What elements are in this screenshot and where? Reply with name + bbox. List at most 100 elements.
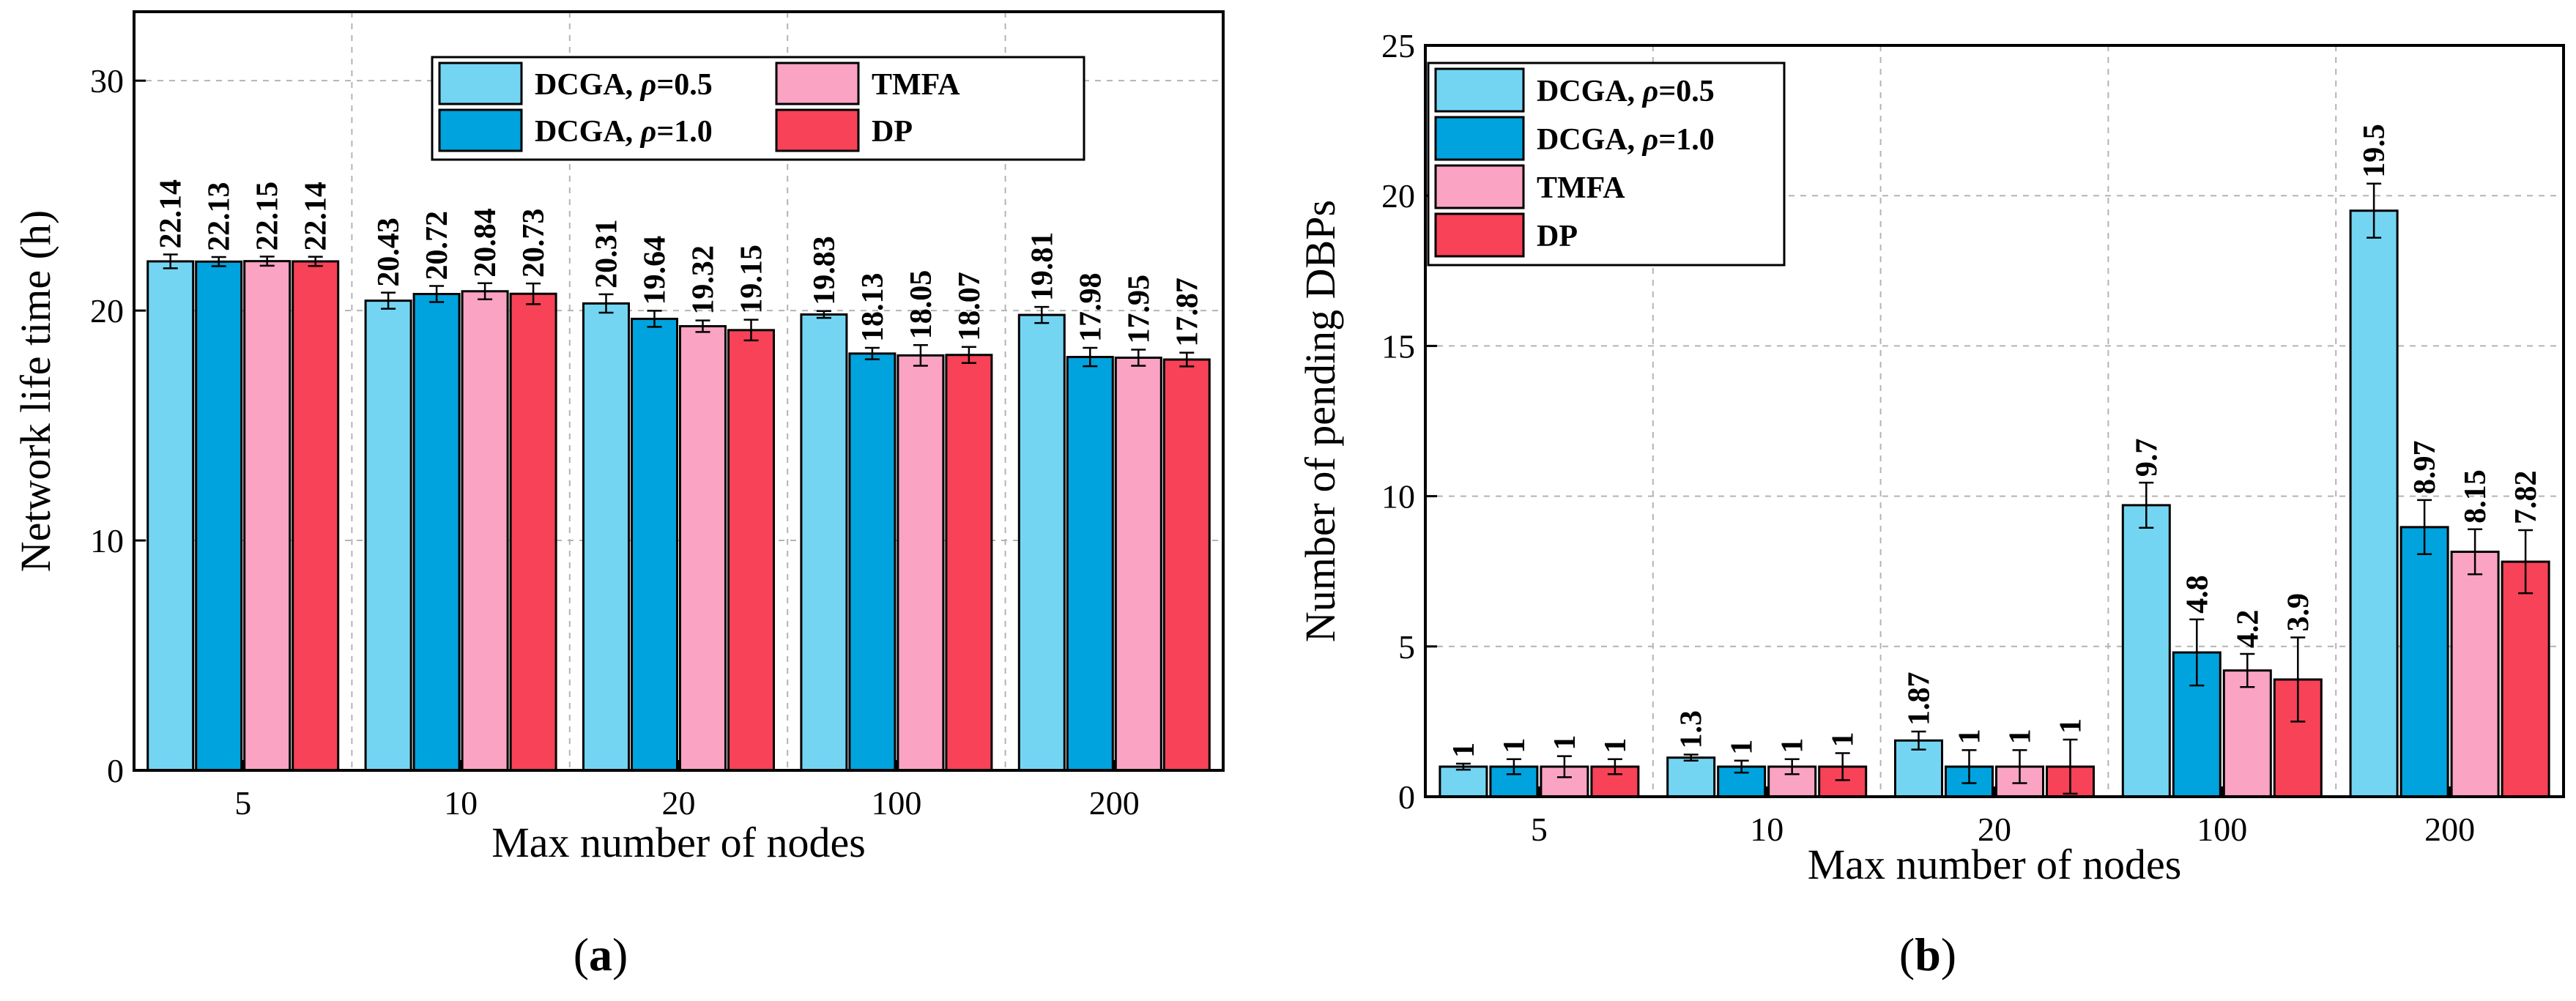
bar (2222, 669, 2272, 798)
legend-box (431, 56, 1085, 161)
x-tick-label: 20 (662, 784, 696, 822)
data-label: 8.97 (2408, 440, 2442, 494)
data-label: 4.2 (2231, 610, 2265, 649)
bar (243, 260, 292, 772)
data-label: 20.43 (372, 217, 406, 287)
bar (2501, 560, 2550, 798)
x-tick-label: 10 (444, 784, 478, 822)
data-label: 19.83 (808, 236, 842, 305)
data-label: 1 (1498, 738, 1532, 753)
data-label: 20.73 (517, 209, 551, 278)
data-label: 9.7 (2130, 439, 2164, 477)
data-label: 1 (1447, 743, 1481, 758)
y-tick-label: 20 (90, 292, 124, 330)
data-label: 4.8 (2180, 575, 2214, 614)
bar (509, 292, 557, 772)
bar (146, 260, 195, 772)
bar (1017, 313, 1066, 772)
x-tick-label: 200 (2424, 811, 2475, 848)
legend: DCGA, ρ=0.5 DCGA, ρ=1.0 TMFA DP (431, 56, 1085, 161)
bar (2399, 526, 2449, 798)
legend-label: DCGA, ρ=0.5 (1537, 75, 1715, 108)
panel-label-a: (a) (574, 929, 628, 980)
legend-swatch (438, 62, 523, 105)
y-tick-label: 30 (90, 62, 124, 100)
y-tick-label: 15 (1381, 327, 1415, 365)
legend-label: DCGA, ρ=0.5 (535, 68, 713, 102)
x-tick-label: 5 (1531, 811, 1548, 848)
bar (727, 329, 775, 772)
plot-frame (133, 10, 1225, 772)
x-tick-label: 200 (1089, 784, 1140, 822)
legend-swatch (1434, 67, 1525, 113)
data-label: 1 (1726, 740, 1759, 755)
data-label: 18.13 (856, 272, 890, 342)
data-label: 19.32 (687, 245, 721, 315)
bar (364, 299, 412, 772)
data-label: 17.95 (1122, 275, 1156, 344)
data-label: 1.3 (1675, 710, 1709, 749)
legend-label: TMFA (872, 68, 960, 102)
data-label: 3.9 (2282, 593, 2315, 632)
bar (292, 260, 340, 772)
data-label: 1 (1953, 729, 1987, 744)
bar (1162, 358, 1211, 772)
y-tick-label: 10 (1381, 478, 1415, 516)
data-label: 22.14 (155, 179, 188, 249)
data-label: 1.87 (1903, 671, 1937, 726)
legend-swatch (438, 108, 523, 152)
legend-swatch (1434, 164, 1525, 209)
data-label: 19.64 (639, 236, 672, 305)
bar (679, 324, 727, 772)
legend: DCGA, ρ=0.5 DCGA, ρ=1.0 TMFA DP (1427, 62, 1786, 267)
legend-label: DCGA, ρ=1.0 (1537, 123, 1715, 157)
x-tick-label: 20 (1978, 811, 2011, 848)
bar (1439, 765, 1488, 798)
data-label: 18.05 (905, 270, 938, 340)
legend-swatch (775, 108, 860, 152)
x-tick-label: 10 (1750, 811, 1783, 848)
legend-label: DCGA, ρ=1.0 (535, 115, 713, 149)
legend-label: DP (1537, 220, 1578, 253)
bar (461, 290, 509, 772)
data-label: 17.98 (1074, 272, 1107, 342)
bar (631, 317, 678, 772)
x-tick-label: 100 (871, 784, 921, 822)
data-label: 19.5 (2358, 124, 2391, 178)
data-label: 22.13 (203, 182, 237, 251)
y-tick-label: 20 (1381, 177, 1415, 215)
x-tick-label: 100 (2197, 811, 2247, 848)
y-tick-label: 10 (90, 522, 124, 559)
bar (195, 260, 243, 772)
bar (945, 354, 993, 772)
data-label: 1 (1548, 735, 1582, 751)
bar (1666, 756, 1716, 798)
data-label: 1 (1827, 732, 1860, 747)
y-tick-label: 0 (1398, 778, 1415, 816)
x-tick-label: 5 (234, 784, 251, 822)
data-label: 18.07 (953, 272, 987, 341)
plot-frame (1424, 44, 2565, 798)
x-axis-title: Max number of nodes (491, 819, 866, 866)
legend-label: DP (872, 115, 913, 149)
y-tick-label: 5 (1398, 628, 1415, 666)
legend-swatch (775, 62, 860, 105)
y-axis-title: Number of pending DBPs (1296, 200, 1344, 642)
data-label: 8.15 (2459, 469, 2493, 524)
data-label: 1 (1599, 738, 1633, 753)
data-label: 7.82 (2509, 470, 2543, 524)
data-label: 19.15 (735, 245, 769, 314)
bar (800, 313, 848, 772)
legend-swatch (1434, 212, 1525, 258)
data-label: 1 (2055, 718, 2088, 734)
data-label: 19.81 (1025, 232, 1059, 302)
bar (897, 354, 945, 772)
y-tick-label: 0 (107, 752, 124, 789)
panel-label-b: (b) (1899, 929, 1956, 980)
bar (1114, 356, 1162, 772)
bar (848, 352, 897, 772)
data-label: 17.87 (1170, 278, 1204, 347)
data-label: 20.31 (590, 219, 624, 289)
